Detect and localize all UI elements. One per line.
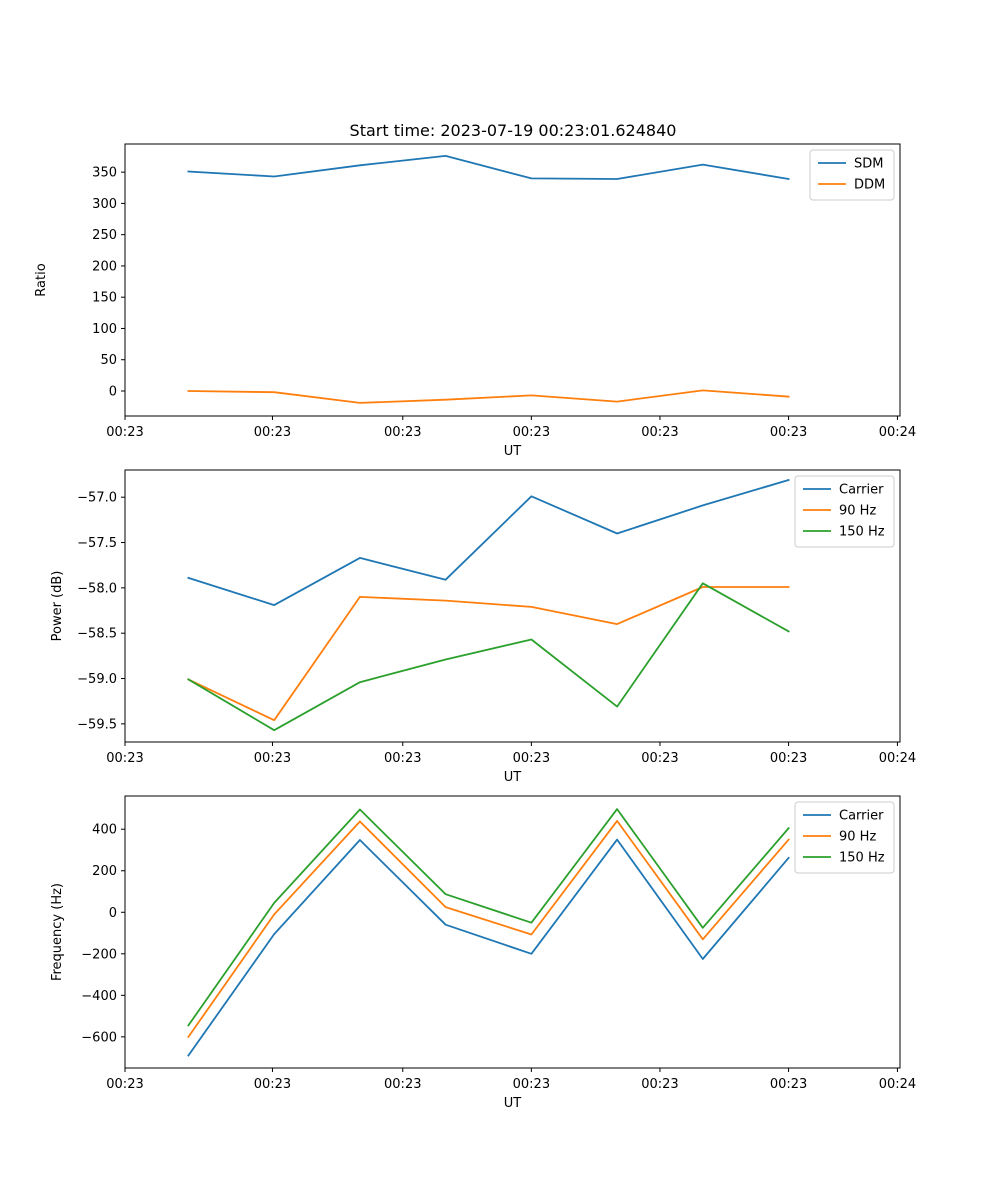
- legend-label: Carrier: [839, 483, 884, 498]
- x-axis-label: UT: [504, 444, 522, 459]
- legend-label: DDM: [854, 178, 885, 193]
- y-tick-label: −57.0: [77, 491, 117, 506]
- chart-title: Start time: 2023-07-19 00:23:01.624840: [350, 121, 677, 140]
- x-tick-label: 00:23: [513, 751, 550, 766]
- x-tick-label: 00:23: [106, 1077, 143, 1092]
- y-tick-label: 200: [92, 864, 117, 879]
- panel-2: 00:23 00:23 00:23 00:23 00:23 00:23 00:24 −59.5…: [50, 469, 916, 785]
- y-axis-label: Power (dB): [50, 571, 65, 642]
- plot-frame: [124, 469, 901, 743]
- x-tick-label: 00:23: [770, 751, 807, 766]
- y-tick-label: −59.0: [77, 672, 117, 687]
- y-tick-label: −59.5: [77, 717, 117, 732]
- series-line-150-hz: [187, 808, 790, 1027]
- x-tick-label: 00:24: [879, 751, 916, 766]
- plot-frame: [124, 795, 901, 1069]
- legend-label: Carrier: [839, 809, 884, 824]
- x-tick-label: 00:23: [384, 425, 421, 440]
- y-tick-label: −57.5: [77, 536, 117, 551]
- y-tick-label: 150: [92, 291, 117, 306]
- y-tick-label: 200: [92, 259, 117, 274]
- series-line-carrier: [187, 838, 790, 1057]
- legend-label: 90 Hz: [839, 504, 876, 519]
- x-tick-label: 00:23: [106, 425, 143, 440]
- series-line-carrier: [187, 478, 790, 606]
- series-line-90-hz: [187, 820, 790, 1039]
- x-tick-label: 00:24: [879, 1077, 916, 1092]
- x-tick-label: 00:23: [641, 425, 678, 440]
- y-tick-label: −58.0: [77, 581, 117, 596]
- x-tick-label: 00:23: [254, 1077, 291, 1092]
- legend-label: 150 Hz: [839, 851, 885, 866]
- series-line-sdm: [187, 154, 790, 181]
- plot-frame: [124, 143, 901, 417]
- x-tick-label: 00:23: [513, 425, 550, 440]
- panel-3: 00:23 00:23 00:23 00:23 00:23 00:23 00:24 −600 −…: [50, 795, 916, 1111]
- series-line-ddm: [187, 389, 790, 404]
- legend-box: [794, 801, 895, 874]
- x-tick-label: 00:23: [254, 751, 291, 766]
- legend-label: 150 Hz: [839, 525, 885, 540]
- legend-box: [794, 475, 895, 548]
- y-tick-label: −200: [81, 947, 117, 962]
- x-tick-label: 00:23: [770, 1077, 807, 1092]
- series-line-90-hz: [187, 586, 790, 722]
- y-tick-label: 0: [109, 384, 117, 399]
- x-tick-label: 00:23: [384, 1077, 421, 1092]
- y-tick-label: 100: [92, 322, 117, 337]
- y-axis-label: Frequency (Hz): [50, 883, 65, 981]
- x-axis-label: UT: [504, 770, 522, 785]
- x-tick-label: 00:24: [879, 425, 916, 440]
- y-tick-label: 350: [92, 166, 117, 181]
- x-tick-label: 00:23: [106, 751, 143, 766]
- legend-label: 90 Hz: [839, 830, 876, 845]
- y-tick-label: 400: [92, 823, 117, 838]
- y-tick-label: 50: [100, 353, 117, 368]
- x-tick-label: 00:23: [770, 425, 807, 440]
- x-tick-label: 00:23: [513, 1077, 550, 1092]
- y-axis-label: Ratio: [34, 263, 49, 296]
- x-tick-label: 00:23: [384, 751, 421, 766]
- x-axis-label: UT: [504, 1096, 522, 1111]
- x-tick-label: 00:23: [641, 751, 678, 766]
- legend-label: SDM: [854, 157, 883, 172]
- y-tick-label: −400: [81, 989, 117, 1004]
- series-line-150-hz: [187, 582, 790, 732]
- y-tick-label: −600: [81, 1030, 117, 1045]
- y-tick-label: 0: [109, 906, 117, 921]
- x-tick-label: 00:23: [254, 425, 291, 440]
- y-tick-label: 250: [92, 228, 117, 243]
- x-tick-label: 00:23: [641, 1077, 678, 1092]
- y-tick-label: −58.5: [77, 627, 117, 642]
- y-tick-label: 300: [92, 197, 117, 212]
- panel-1: 00:23 00:23 00:23 00:23 00:23 00:23 00:24 0 50 10…: [34, 143, 916, 459]
